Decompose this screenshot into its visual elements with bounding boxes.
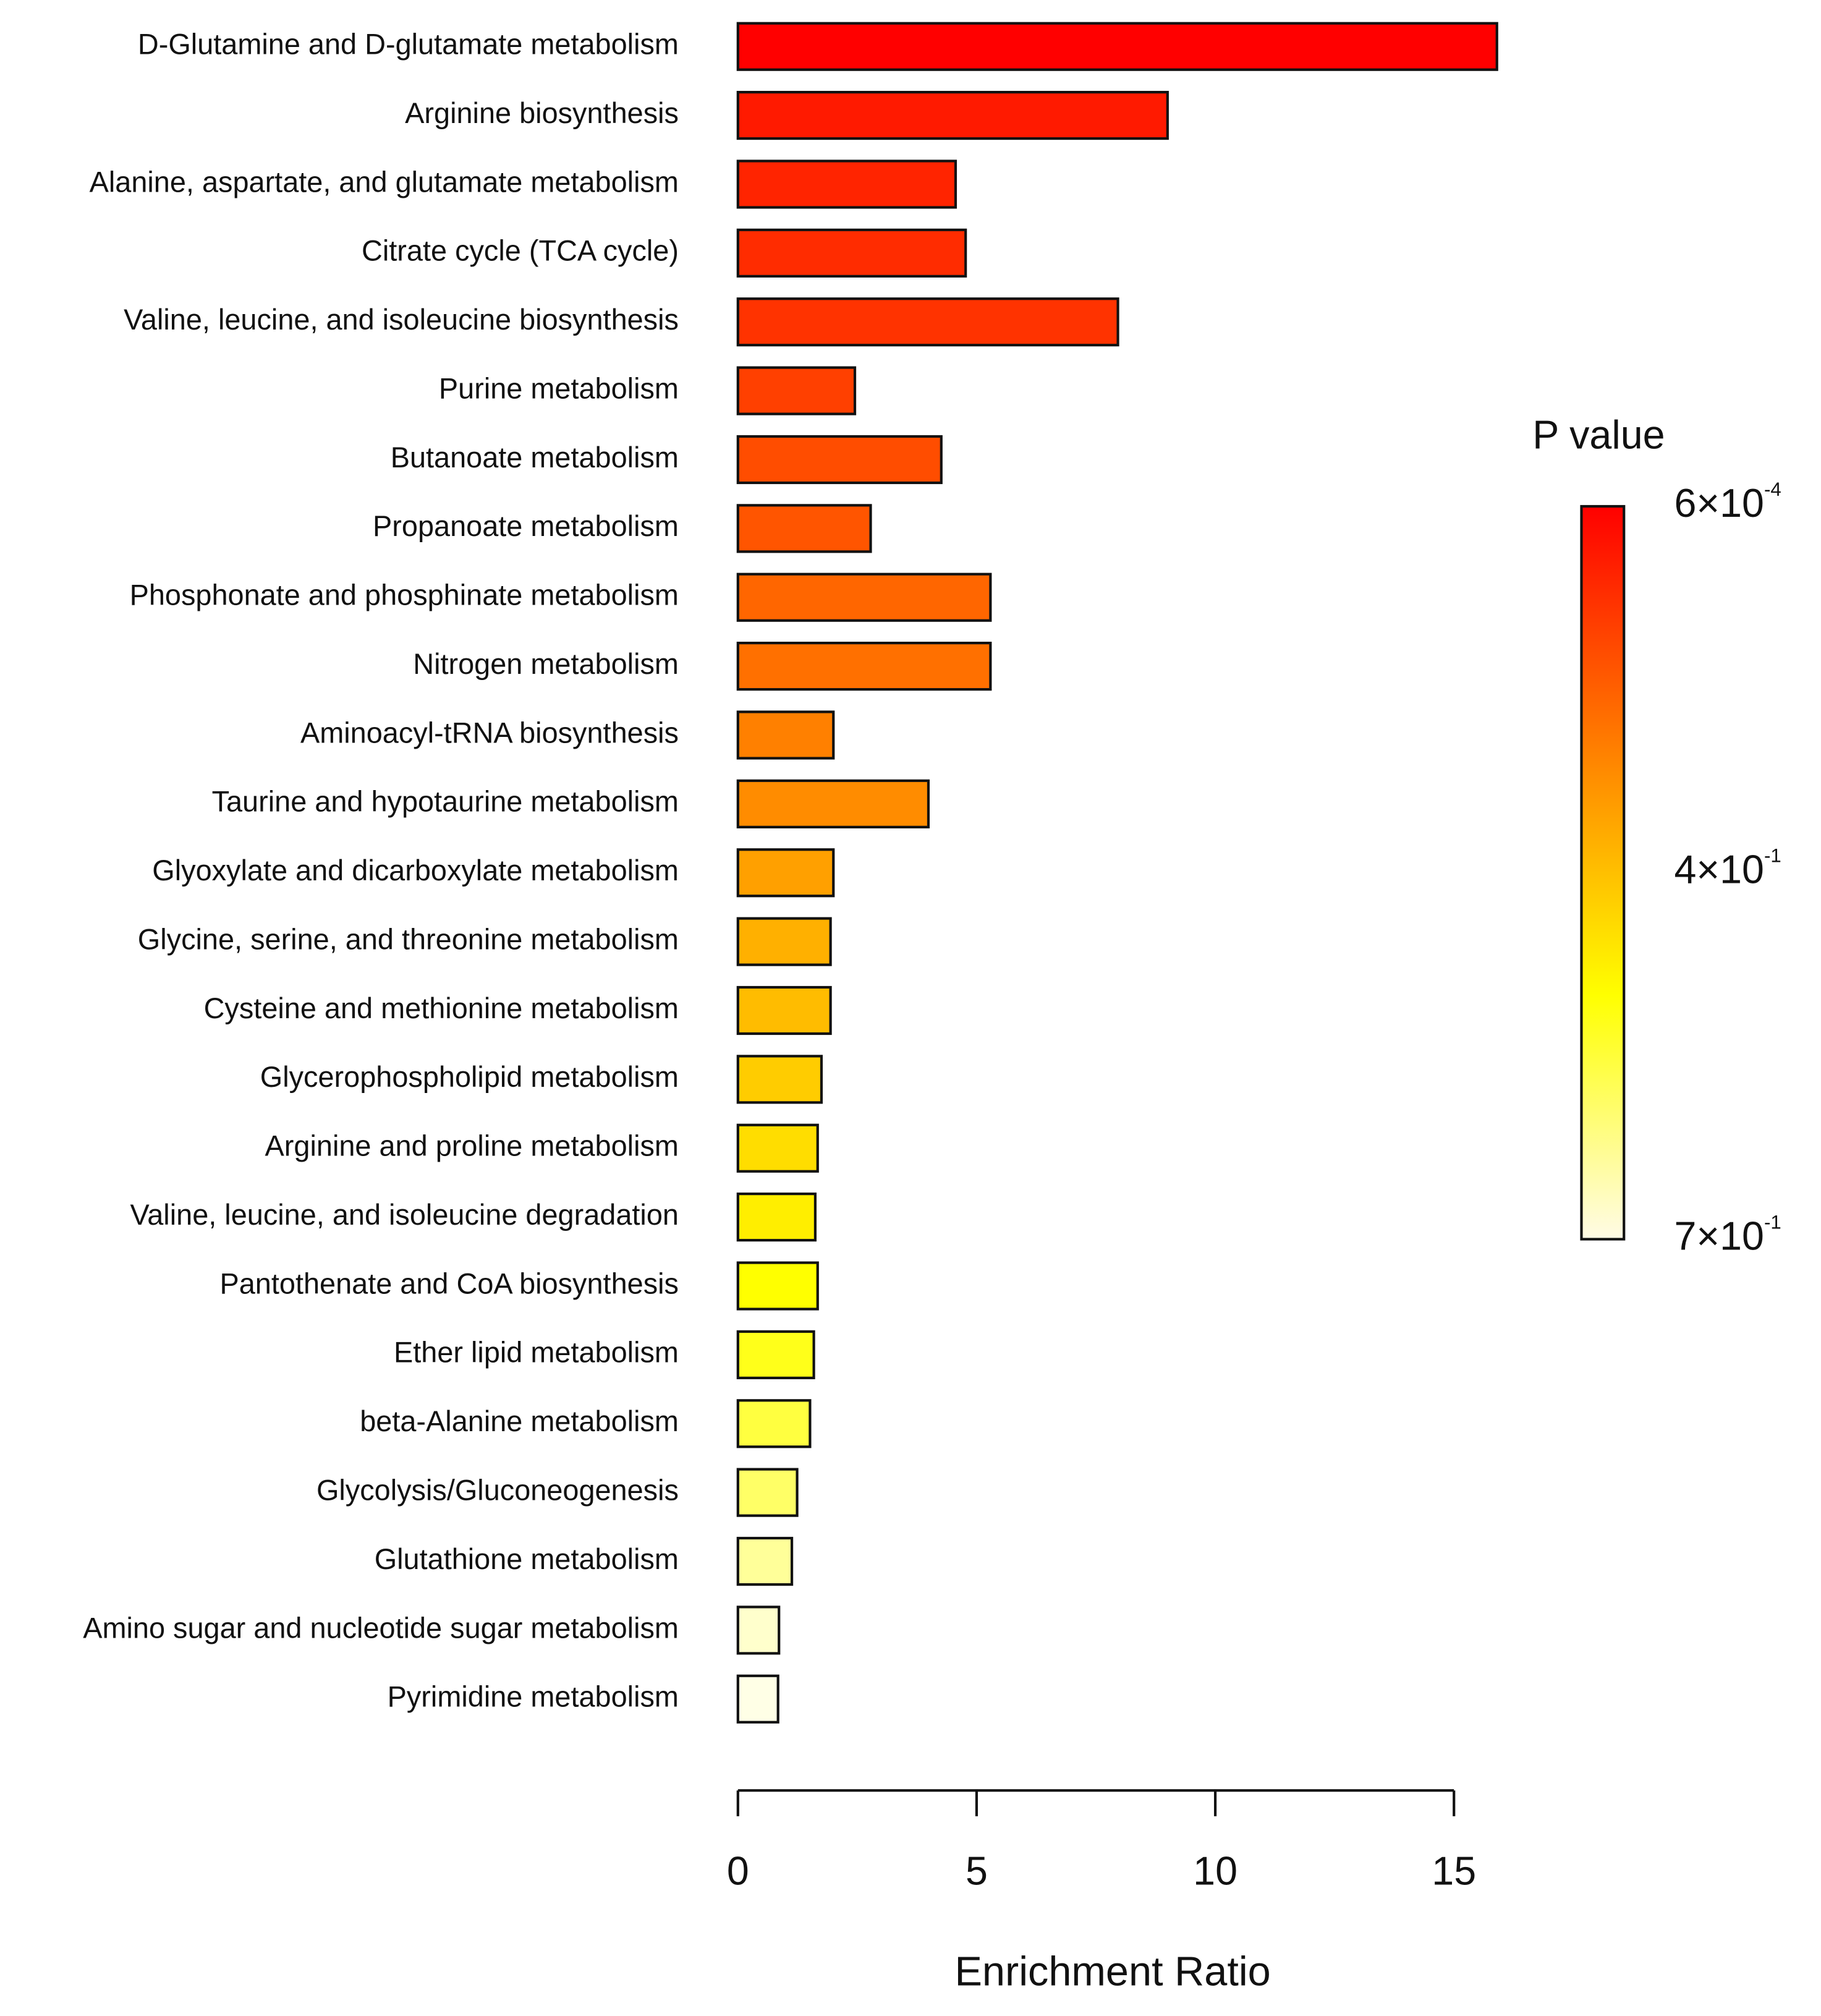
bar <box>736 1674 779 1724</box>
y-tick-label: Arginine biosynthesis <box>405 97 679 129</box>
y-tick-label: Butanoate metabolism <box>391 441 679 474</box>
y-tick-label: Glycine, serine, and threonine metabolis… <box>138 923 679 955</box>
x-axis-label: Enrichment Ratio <box>954 1949 1270 1995</box>
bar <box>736 90 1169 140</box>
colorbar-title: P value <box>1532 413 1665 457</box>
bar <box>736 1606 781 1655</box>
y-tick-label: Pyrimidine metabolism <box>388 1681 679 1713</box>
x-tick-label: 5 <box>966 1849 988 1894</box>
bar <box>736 1261 819 1311</box>
y-tick-label: Citrate cycle (TCA cycle) <box>362 235 679 267</box>
bar <box>736 435 943 485</box>
y-tick-label: Valine, leucine, and isoleucine biosynth… <box>124 304 679 336</box>
y-tick-label: Valine, leucine, and isoleucine degradat… <box>130 1199 679 1231</box>
y-tick-label: Glutathione metabolism <box>375 1543 679 1575</box>
bar <box>736 1330 815 1379</box>
y-tick-label: Phosphonate and phosphinate metabolism <box>130 579 679 611</box>
colorbar-label-exp: -1 <box>1764 845 1781 867</box>
bar <box>736 159 957 209</box>
y-tick-label: Taurine and hypotaurine metabolism <box>212 786 679 818</box>
colorbar-label-base: 4×10 <box>1674 848 1764 892</box>
y-tick-label: Arginine and proline metabolism <box>265 1130 679 1162</box>
colorbar-label: 6×10-4 <box>1674 478 1781 525</box>
bar <box>736 917 832 966</box>
bar <box>736 1536 794 1586</box>
bar <box>736 572 992 622</box>
bar <box>736 297 1119 347</box>
bar <box>736 504 872 553</box>
y-tick-label: Pantothenate and CoA biosynthesis <box>219 1267 678 1299</box>
bar <box>736 1055 823 1104</box>
colorbar-label-base: 7×10 <box>1674 1214 1764 1259</box>
bar <box>736 848 835 898</box>
y-tick-label: Purine metabolism <box>439 372 679 404</box>
x-tick-label: 0 <box>727 1849 749 1894</box>
y-tick-label: Aminoacyl-tRNA biosynthesis <box>300 717 679 749</box>
y-tick-label: Alanine, aspartate, and glutamate metabo… <box>90 166 679 198</box>
colorbar-label-base: 6×10 <box>1674 481 1764 525</box>
bar <box>736 1399 812 1448</box>
y-tick-label: Ether lipid metabolism <box>394 1337 679 1369</box>
y-tick-label: Cysteine and methionine metabolism <box>204 992 679 1024</box>
y-tick-label: beta-Alanine metabolism <box>360 1405 679 1437</box>
y-tick-label: Nitrogen metabolism <box>413 648 679 680</box>
y-tick-label: Glycolysis/Gluconeogenesis <box>316 1474 679 1507</box>
bar <box>736 779 930 828</box>
bar <box>736 228 967 278</box>
bar <box>736 366 857 415</box>
bar <box>736 22 1498 71</box>
colorbar-label: 7×10-1 <box>1674 1212 1781 1259</box>
y-tick-label: Propanoate metabolism <box>373 510 679 542</box>
bar <box>736 985 832 1036</box>
bar <box>736 710 835 760</box>
bar <box>736 1123 819 1173</box>
colorbar-label: 4×10-1 <box>1674 845 1781 892</box>
bar <box>736 642 992 691</box>
colorbar-label-exp: -4 <box>1764 478 1781 500</box>
bar <box>736 1193 817 1242</box>
y-tick-label: Glycerophospholipid metabolism <box>260 1061 679 1093</box>
y-tick-label: Glyoxylate and dicarboxylate metabolism <box>152 854 679 887</box>
colorbar-label-exp: -1 <box>1764 1212 1781 1233</box>
y-tick-label: Amino sugar and nucleotide sugar metabol… <box>83 1612 679 1644</box>
bar <box>736 1468 799 1517</box>
x-tick-label: 10 <box>1193 1849 1237 1894</box>
x-tick-label: 15 <box>1432 1849 1476 1894</box>
y-tick-label: D-Glutamine and D-glutamate metabolism <box>138 28 679 61</box>
colorbar <box>1580 504 1626 1241</box>
